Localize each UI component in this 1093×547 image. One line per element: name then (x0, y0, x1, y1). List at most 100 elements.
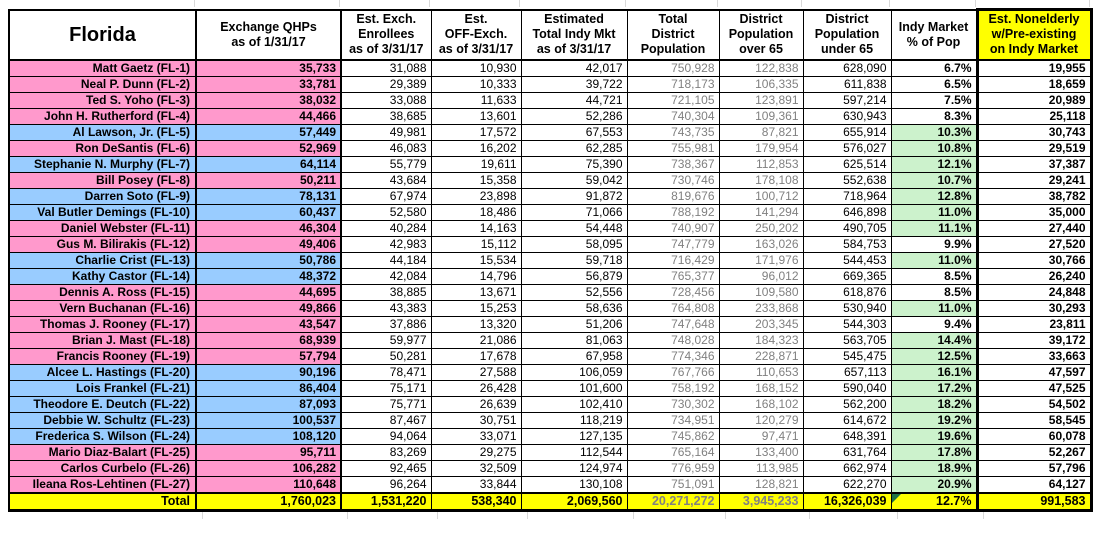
district-row: Frederica S. Wilson (FL-24) 108,120 94,064… (8, 427, 1093, 445)
cell-nonelderly-preexisting: 47,597 (975, 363, 1093, 381)
cell-est-exch-enrollees: 42,983 (340, 235, 432, 253)
cell-pop-over-65: 141,294 (718, 203, 804, 221)
cell-exchange-qhps: 35,733 (195, 59, 342, 77)
cell-exchange-qhps: 46,304 (195, 219, 342, 237)
cell-total-district-population: 745,862 (626, 427, 720, 445)
col-header-total-district-population: Total District Population (626, 9, 720, 61)
cell-nonelderly-preexisting: 60,078 (975, 427, 1093, 445)
cell-pop-over-65: 171,976 (718, 251, 804, 269)
district-row: Al Lawson, Jr. (FL-5) 57,449 49,981 17,572 6… (8, 123, 1093, 141)
cell-district-name: Al Lawson, Jr. (FL-5) (8, 123, 197, 141)
cell-pop-under-65: 611,838 (802, 75, 892, 93)
cell-pop-over-65: 184,323 (718, 331, 804, 349)
cell-total-district-population: 755,981 (626, 139, 720, 157)
cell-indy-market-pct: 8.5% (890, 267, 978, 285)
cell-est-off-exch: 17,678 (430, 347, 522, 365)
total-exchange-qhps: 1,760,023 (195, 491, 342, 512)
cell-est-off-exch: 27,588 (430, 363, 522, 381)
cell-indy-market-pct: 11.0% (890, 203, 978, 221)
cell-exchange-qhps: 64,114 (195, 155, 342, 173)
cell-indy-market-pct: 16.1% (890, 363, 978, 381)
cell-pop-under-65: 490,705 (802, 219, 892, 237)
cell-est-exch-enrollees: 75,771 (340, 395, 432, 413)
cell-nonelderly-preexisting: 26,240 (975, 267, 1093, 285)
cell-pop-over-65: 163,026 (718, 235, 804, 253)
cell-exchange-qhps: 33,781 (195, 75, 342, 93)
cell-est-exch-enrollees: 49,981 (340, 123, 432, 141)
cell-pop-under-65: 590,040 (802, 379, 892, 397)
cell-indy-market-pct: 17.8% (890, 443, 978, 461)
cell-district-name: Debbie W. Schultz (FL-23) (8, 411, 197, 429)
cell-district-name: Charlie Crist (FL-13) (8, 251, 197, 269)
total-indy-market-pct: 12.7% (890, 491, 978, 512)
cell-total-district-population: 774,346 (626, 347, 720, 365)
cell-est-total-indy-mkt: 130,108 (520, 475, 628, 493)
cell-nonelderly-preexisting: 27,440 (975, 219, 1093, 237)
col-header-est-total-indy-mkt: Estimated Total Indy Mkt as of 3/31/17 (520, 9, 628, 61)
cell-indy-market-pct: 11.1% (890, 219, 978, 237)
cell-total-district-population: 764,808 (626, 299, 720, 317)
cell-est-total-indy-mkt: 67,553 (520, 123, 628, 141)
cell-district-name: Kathy Castor (FL-14) (8, 267, 197, 285)
cell-pop-under-65: 669,365 (802, 267, 892, 285)
cell-pop-under-65: 584,753 (802, 235, 892, 253)
cell-est-exch-enrollees: 78,471 (340, 363, 432, 381)
district-row: Kathy Castor (FL-14) 48,372 42,084 14,796 56… (8, 267, 1093, 285)
district-row: Alcee L. Hastings (FL-20) 90,196 78,471 27,… (8, 363, 1093, 381)
cell-est-off-exch: 26,428 (430, 379, 522, 397)
cell-district-name: Lois Frankel (FL-21) (8, 379, 197, 397)
cell-pop-under-65: 562,200 (802, 395, 892, 413)
table-body: Matt Gaetz (FL-1) 35,733 31,088 10,930 42,01… (8, 59, 1093, 512)
cell-est-total-indy-mkt: 67,958 (520, 347, 628, 365)
cell-nonelderly-preexisting: 30,293 (975, 299, 1093, 317)
cell-indy-market-pct: 17.2% (890, 379, 978, 397)
cell-indy-market-pct: 10.7% (890, 171, 978, 189)
cell-nonelderly-preexisting: 20,989 (975, 91, 1093, 109)
cell-pop-over-65: 97,471 (718, 427, 804, 445)
cell-district-name: Ted S. Yoho (FL-3) (8, 91, 197, 109)
cell-exchange-qhps: 50,786 (195, 251, 342, 269)
cell-nonelderly-preexisting: 47,525 (975, 379, 1093, 397)
cell-exchange-qhps: 48,372 (195, 267, 342, 285)
cell-nonelderly-preexisting: 24,848 (975, 283, 1093, 301)
cell-nonelderly-preexisting: 57,796 (975, 459, 1093, 477)
cell-total-district-population: 728,456 (626, 283, 720, 301)
district-row: Stephanie N. Murphy (FL-7) 64,114 55,779 19… (8, 155, 1093, 173)
total-est-off-exch: 538,340 (430, 491, 522, 512)
cell-nonelderly-preexisting: 33,663 (975, 347, 1093, 365)
cell-pop-under-65: 657,113 (802, 363, 892, 381)
cell-nonelderly-preexisting: 25,118 (975, 107, 1093, 125)
cell-pop-over-65: 179,954 (718, 139, 804, 157)
cell-est-off-exch: 33,844 (430, 475, 522, 493)
cell-indy-market-pct: 7.5% (890, 91, 978, 109)
cell-est-off-exch: 15,253 (430, 299, 522, 317)
cell-indy-market-pct: 11.0% (890, 299, 978, 317)
cell-total-district-population: 776,959 (626, 459, 720, 477)
cell-indy-market-pct: 9.4% (890, 315, 978, 333)
cell-est-off-exch: 21,086 (430, 331, 522, 349)
cell-pop-over-65: 203,345 (718, 315, 804, 333)
cell-nonelderly-preexisting: 30,743 (975, 123, 1093, 141)
cell-est-exch-enrollees: 44,184 (340, 251, 432, 269)
cell-total-district-population: 747,779 (626, 235, 720, 253)
district-row: Bill Posey (FL-8) 50,211 43,684 15,358 59,04… (8, 171, 1093, 189)
cell-indy-market-pct: 8.5% (890, 283, 978, 301)
cell-district-name: Brian J. Mast (FL-18) (8, 331, 197, 349)
district-row: Neal P. Dunn (FL-2) 33,781 29,389 10,333 39,… (8, 75, 1093, 93)
col-header-pop-under-65: District Population under 65 (802, 9, 892, 61)
cell-est-total-indy-mkt: 52,286 (520, 107, 628, 125)
cell-est-exch-enrollees: 96,264 (340, 475, 432, 493)
district-row: Gus M. Bilirakis (FL-12) 49,406 42,983 15,1… (8, 235, 1093, 253)
cell-pop-under-65: 544,453 (802, 251, 892, 269)
district-row: Debbie W. Schultz (FL-23) 100,537 87,467 30… (8, 411, 1093, 429)
cell-est-off-exch: 32,509 (430, 459, 522, 477)
total-row: Total 1,760,023 1,531,220 538,340 2,069,560 2… (8, 491, 1093, 512)
cell-est-exch-enrollees: 46,083 (340, 139, 432, 157)
cell-indy-market-pct: 10.8% (890, 139, 978, 157)
cell-indy-market-pct: 12.5% (890, 347, 978, 365)
cell-est-total-indy-mkt: 59,042 (520, 171, 628, 189)
total-pop-under-65: 16,326,039 (802, 491, 892, 512)
cell-est-exch-enrollees: 40,284 (340, 219, 432, 237)
district-row: Val Butler Demings (FL-10) 60,437 52,580 18… (8, 203, 1093, 221)
total-est-exch-enrollees: 1,531,220 (340, 491, 432, 512)
